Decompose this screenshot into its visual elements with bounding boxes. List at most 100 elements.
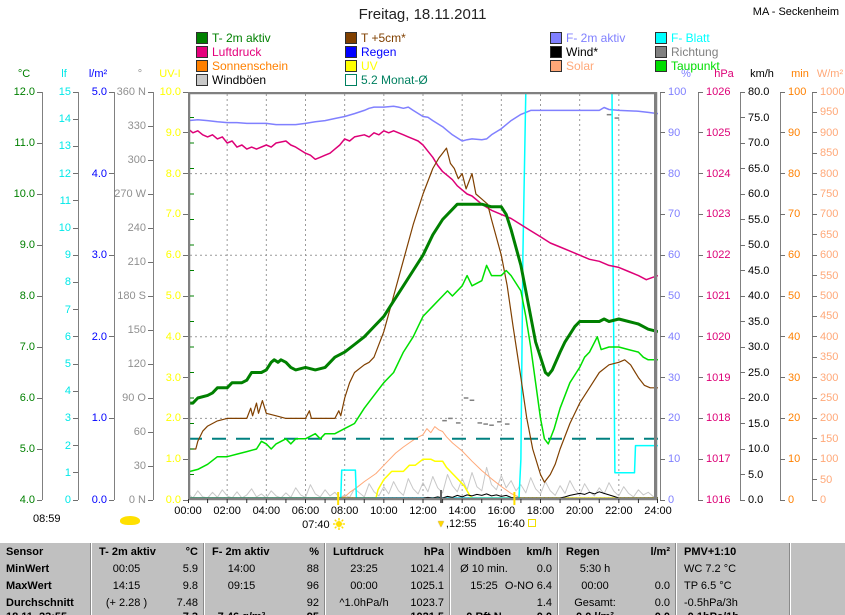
axis-tick (780, 132, 785, 134)
axis-unit-W/m²: W/m² (816, 68, 844, 80)
axis-tick (740, 270, 745, 271)
axis-tick (37, 142, 42, 144)
axis-tick-label: 2.0 (165, 412, 181, 425)
series-fblatt (188, 92, 658, 499)
axis-tick (183, 377, 188, 379)
axis-tick (812, 377, 817, 379)
axis-tick-label: 6.0 (19, 392, 35, 404)
legend-label-7: Wind* (566, 45, 599, 59)
axis-tick-label: 1.0 (91, 412, 107, 425)
axis-tick (183, 336, 188, 338)
axis-tick-label: 1024 (706, 167, 731, 180)
legend-swatch-2 (345, 32, 357, 44)
axis-tick-label: 350 (820, 351, 839, 364)
x-axis-label: 24:00 (644, 505, 672, 517)
axis-tick-label: 270 W (114, 188, 146, 200)
axis-tick-label: 70 (788, 208, 801, 221)
axis-tick (73, 445, 78, 447)
axis-tick-label: 150 (820, 432, 839, 445)
axis-tick (660, 132, 665, 134)
table-group-unit: km/h (526, 546, 552, 558)
axis-tick-label: 5.0 (748, 468, 764, 481)
axis-tick (37, 193, 42, 195)
axis-tick-label: 3.0 (165, 371, 181, 384)
table-row-label: MaxWert (6, 580, 52, 592)
legend-swatch-10 (345, 60, 357, 72)
axis-tick-label: 900 (820, 126, 839, 139)
axis-tick (812, 458, 817, 460)
axis-tick-label: 0.0 (748, 494, 764, 506)
axis-tick-label: 850 (820, 147, 839, 160)
axis-tick-label: 1.0 (165, 453, 181, 466)
axis-tick (812, 479, 817, 481)
axis-tick (812, 315, 817, 317)
table-cell-time: ^1.0hPa/h (339, 597, 389, 609)
axis-tick-label: 50 (820, 473, 833, 486)
table-separator (789, 543, 790, 615)
axis-unit-km/h: km/h (750, 68, 774, 80)
axis-tick (812, 254, 817, 256)
axis-tick (73, 145, 78, 147)
axis-tick-label: 65.0 (748, 162, 770, 175)
axis-tick (73, 309, 78, 311)
table-row-label: MinWert (6, 563, 50, 575)
axis-tick (812, 213, 817, 215)
axis-tick (73, 472, 78, 474)
axis-tick-label: 100 (820, 453, 839, 466)
table-cell-time: 5:30 h (579, 563, 611, 575)
axis-tick-label: 8 (64, 276, 71, 289)
noon-time-label: ,12:55 (445, 518, 477, 530)
axis-tick-label: 1016 (706, 494, 731, 506)
axis-tick-label: 10 (788, 453, 801, 466)
axis-tick (148, 363, 153, 365)
axis-tick (780, 417, 785, 419)
axis-unit-UV-I: UV-I (159, 68, 181, 80)
axis-line (78, 92, 79, 500)
legend-label-10: UV (361, 59, 378, 73)
axis-tick (148, 159, 153, 161)
axis-tick-label: 0.0 (91, 494, 107, 506)
legend-label-11: Solar (566, 59, 595, 73)
table-separator (675, 543, 676, 615)
table-separator (449, 543, 450, 615)
down-arrow-icon: ▼ (436, 519, 446, 530)
axis-tick-label: 8.0 (19, 290, 35, 302)
axis-tick-label: 8.0 (165, 167, 181, 180)
axis-tick (73, 118, 78, 120)
legend-label-12: Taupunkt (671, 59, 720, 73)
axis-tick (660, 173, 665, 175)
axis-tick-label: 750 (820, 188, 839, 200)
table-cell-value: 95 (244, 610, 319, 615)
axis-tick (37, 499, 42, 501)
legend-label-2: T +5cm* (361, 31, 406, 45)
axis-tick (780, 173, 785, 175)
axis-tick (148, 329, 153, 331)
legend-label-5: Luftdruck (212, 45, 262, 59)
axis-tick-label: 0.0 (165, 494, 181, 506)
axis-tick-label: 60 (668, 249, 681, 262)
axis-tick-label: 9 (64, 249, 71, 262)
axis-tick (812, 173, 817, 175)
sunrise-annotation: 07:40 (302, 518, 345, 531)
axis-tick-label: 0 (668, 494, 675, 506)
axis-tick (698, 417, 703, 419)
axis-tick (109, 417, 114, 419)
axis-tick (183, 295, 188, 297)
table-row-label: Durchschnitt (6, 597, 74, 609)
table-cell-value: 96 (306, 580, 319, 592)
table-cell-time: Ø 10 min. (460, 563, 508, 575)
axis-tick-label: 80 (668, 167, 681, 180)
axis-tick-label: 5 (64, 358, 71, 370)
axis-tick-label: 4 (64, 385, 71, 398)
axis-tick (740, 474, 745, 475)
axis-tick-label: 100 (788, 86, 807, 98)
series-t2m (188, 202, 658, 405)
table-separator (557, 543, 558, 615)
axis-tick (148, 465, 153, 467)
axis-tick-label: 3 (64, 412, 71, 425)
table-group-unit: % (309, 546, 319, 558)
axis-tick (660, 295, 665, 297)
axis-tick-label: 11 (59, 194, 71, 207)
table-cell-time: 00:00 (350, 580, 378, 592)
axis-tick-label: 60 (133, 426, 146, 438)
